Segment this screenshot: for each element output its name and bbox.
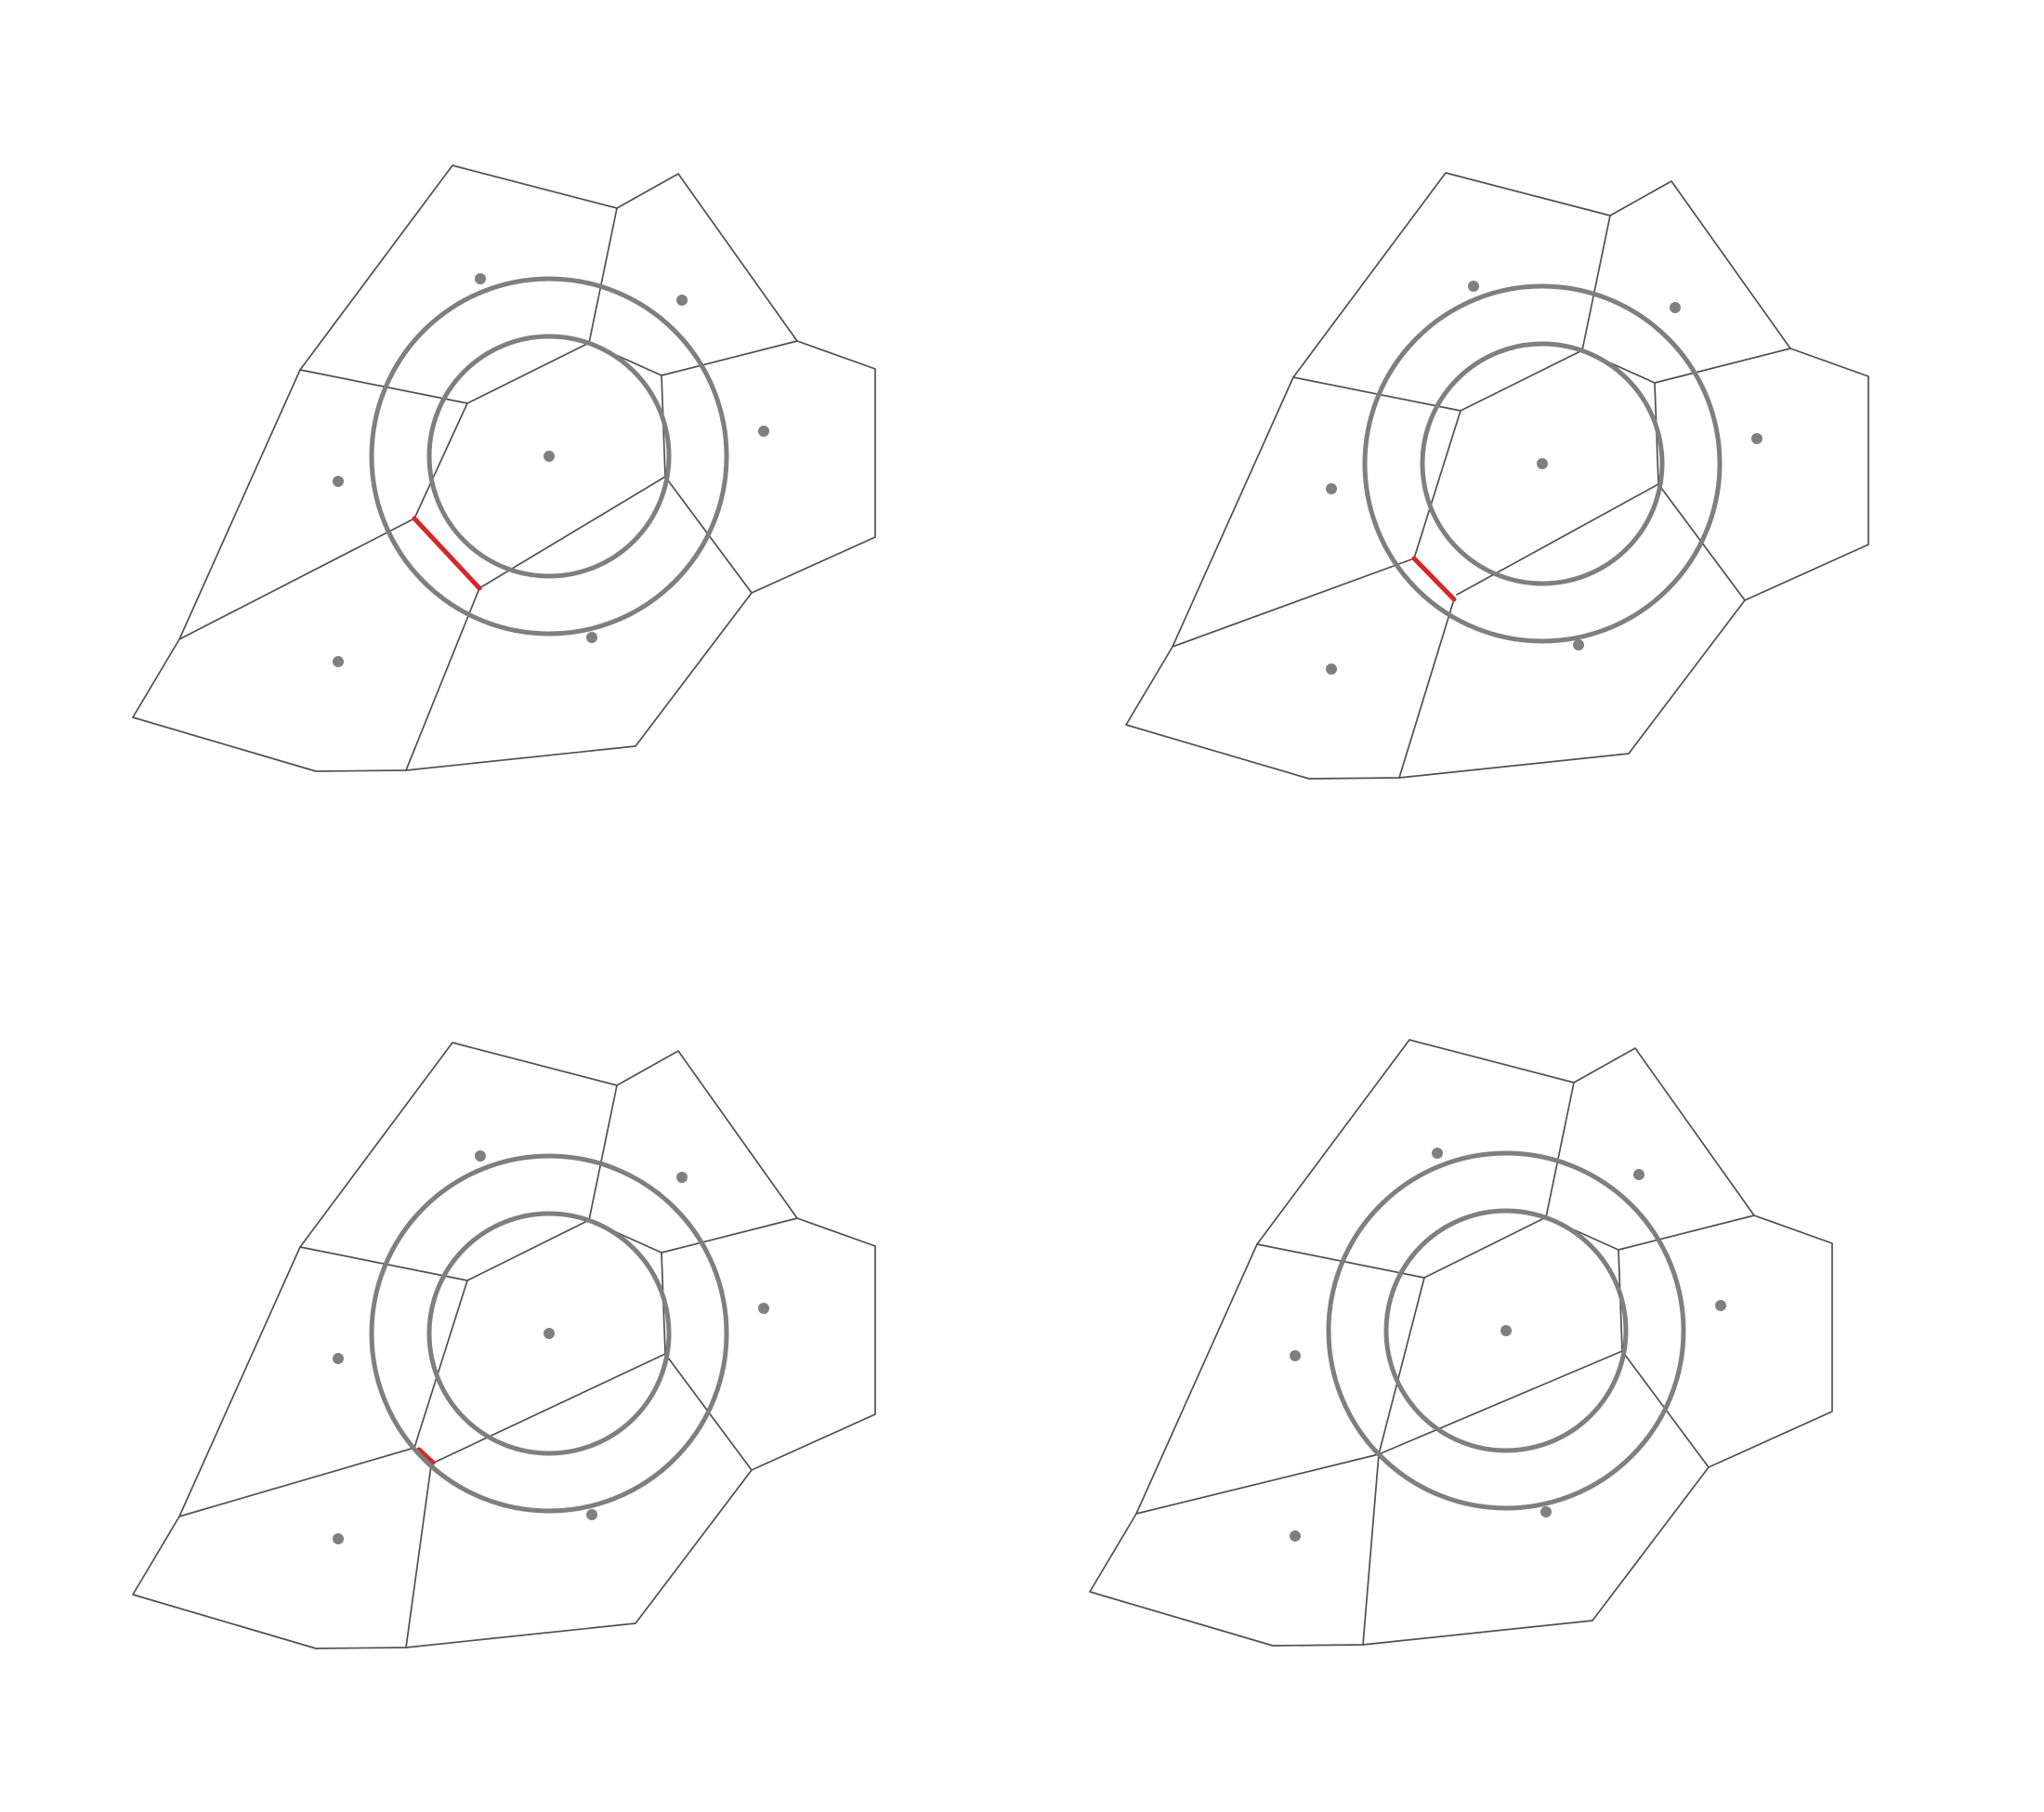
voronoi-edge: [466, 342, 590, 404]
voronoi-edge: [433, 1353, 666, 1464]
voronoi-edge: [178, 1447, 415, 1517]
outer-circle: [369, 276, 729, 637]
voronoi-edge: [1413, 410, 1461, 559]
site-point: [1290, 1350, 1301, 1361]
site-point: [1290, 1530, 1301, 1542]
voronoi-edge: [1378, 1277, 1425, 1455]
site-point: [1573, 639, 1584, 650]
site-point: [1326, 663, 1337, 675]
site-point: [586, 1509, 597, 1520]
voronoi-edge: [1362, 1453, 1380, 1646]
site-point: [1751, 433, 1762, 444]
voronoi-edge: [1135, 1453, 1380, 1515]
site-point: [1326, 483, 1337, 494]
voronoi-edge: [1456, 483, 1659, 596]
site-point: [586, 632, 597, 643]
highlighted-edge: [1411, 556, 1457, 602]
outer-circle: [1362, 283, 1723, 644]
site-point: [333, 476, 344, 487]
inner-circle: [1383, 1208, 1629, 1453]
highlighted-edge: [416, 1447, 436, 1465]
voronoi-edge: [1460, 349, 1583, 412]
voronoi-edge: [1581, 215, 1611, 351]
site-point: [676, 295, 688, 306]
voronoi-outer-boundary: [1125, 172, 1869, 780]
inner-circle: [426, 334, 672, 579]
voronoi-edge: [178, 518, 415, 640]
voronoi-edge: [661, 340, 798, 376]
voronoi-edge: [1378, 1350, 1623, 1455]
voronoi-outer-boundary: [132, 164, 876, 772]
site-point: [758, 426, 769, 437]
site-point: [758, 1303, 769, 1314]
site-point: [333, 1353, 344, 1364]
site-point: [475, 273, 486, 284]
outer-circle: [1326, 1150, 1686, 1511]
voronoi-edge: [1172, 558, 1415, 648]
site-point: [544, 451, 555, 462]
voronoi-outer-boundary: [1089, 1039, 1833, 1647]
inner-circle: [426, 1211, 672, 1456]
highlighted-edge: [412, 516, 482, 591]
voronoi-edge: [413, 1280, 468, 1449]
voronoi-edge: [1398, 598, 1455, 779]
site-point: [544, 1328, 555, 1339]
panel-bottom-right: [1089, 1039, 1833, 1647]
site-point: [1500, 1325, 1512, 1336]
site-point: [676, 1172, 688, 1183]
voronoi-edge: [478, 476, 666, 589]
voronoi-edge: [661, 1217, 798, 1254]
site-point: [1468, 281, 1479, 292]
voronoi-edge: [588, 207, 618, 344]
voronoi-edge: [405, 587, 480, 771]
site-point: [1633, 1169, 1644, 1180]
panel-top-left: [132, 164, 876, 772]
site-point: [333, 656, 344, 667]
site-point: [1432, 1148, 1443, 1159]
outer-circle: [369, 1153, 729, 1514]
voronoi-edge: [405, 1464, 432, 1648]
site-point: [475, 1150, 486, 1162]
site-point: [1715, 1300, 1726, 1311]
site-point: [1537, 458, 1548, 469]
voronoi-edge: [1423, 1216, 1547, 1279]
inner-circle: [1420, 341, 1665, 586]
panel-bottom-left: [132, 1042, 876, 1649]
voronoi-edge: [1654, 348, 1791, 384]
voronoi-edge: [1545, 1082, 1575, 1218]
panel-top-right: [1125, 172, 1869, 780]
voronoi-outer-boundary: [132, 1042, 876, 1649]
site-point: [1670, 302, 1681, 313]
voronoi-edge: [1618, 1215, 1755, 1251]
voronoi-edge: [588, 1084, 618, 1221]
site-point: [333, 1533, 344, 1544]
voronoi-edge: [413, 402, 468, 519]
voronoi-edge: [466, 1219, 590, 1281]
site-point: [1540, 1506, 1552, 1517]
